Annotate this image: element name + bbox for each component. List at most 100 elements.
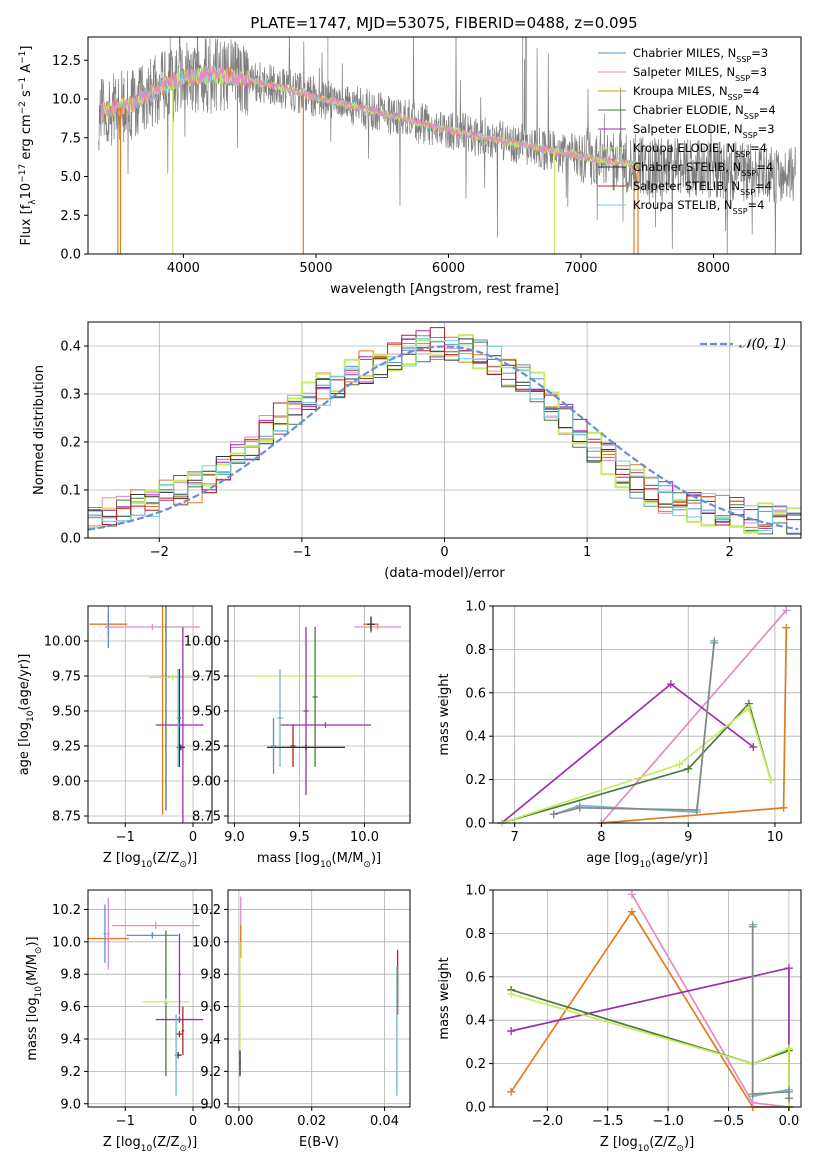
mass-vs-z-ytick-label: 10.2: [52, 903, 81, 918]
legend-entry-name: Chabrier MILES, N: [633, 46, 736, 60]
spectrum-plot-area: [98, 37, 796, 254]
mass-weight-marker: [779, 803, 788, 812]
mass-vs-z-ylabel-part: )]: [25, 936, 40, 946]
mass-weight-marker: [784, 964, 793, 973]
gaussian-curve: [88, 345, 799, 531]
legend-entry: Kroupa STELIB, NSSP=4: [633, 198, 764, 216]
spectrum-ylabel-part: λ: [28, 199, 38, 205]
mass-vs-z-frame: −1 0 9.0 9.2 9.4 9.6 9.8 10.0 10.2: [52, 889, 213, 1129]
massweight-vs-age-ytick-label: 1.0: [465, 600, 486, 615]
mass-weight-marker: [692, 805, 701, 814]
mass-vs-z-ytick-label: 9.8: [60, 968, 81, 983]
mass-vs-z-ylabel-part: ⊙: [34, 947, 44, 955]
massweight-vs-z-xtick-label: 0.0: [779, 1114, 800, 1129]
mass-vs-ebv-ytick-label: 9.6: [200, 1000, 221, 1015]
mass-weight-marker: [507, 1027, 516, 1036]
massweight-vs-z-xtick-label: −0.5: [713, 1114, 745, 1129]
mass-vs-z-ylabel: mass [log10(M/M⊙)]: [25, 936, 44, 1060]
massweight-vs-age-ylabel: mass weight: [437, 673, 452, 755]
spectrum-ylabel-part: −17: [18, 164, 28, 183]
spectrum-frame: 4000 5000 6000 7000 8000 0.0 2.5 5.0 7.5 10.0 12.5: [52, 36, 802, 276]
mass-vs-z-xlabel-part: Z [log: [103, 1135, 141, 1150]
massweight-vs-age-xlabel-part: (age/yr)]: [651, 851, 708, 866]
age-vs-z-ytick-label: 8.75: [52, 810, 81, 825]
mass-weight-marker: [782, 606, 791, 615]
age-vs-mass-ytick-label: 9.25: [192, 740, 221, 755]
residuals-xtick-label: 1: [583, 545, 591, 560]
mass-vs-ebv-axes: [228, 890, 410, 1107]
mass-vs-ebv-ytick-label: 9.0: [200, 1097, 221, 1112]
residuals-ytick-label: 0.2: [60, 436, 81, 451]
spectrum-ylabel-part: ]: [19, 46, 34, 51]
massweight-vs-z-plot-area: [507, 890, 793, 1111]
mass-vs-ebv-ytick-label: 10.2: [192, 903, 221, 918]
mass-weight-series: [553, 642, 716, 816]
mass-weight-marker: [748, 922, 757, 931]
mass-vs-z-ylabel-part: mass [log: [25, 997, 40, 1060]
spectrum-xlabel: wavelength [Angstrom, rest frame]: [330, 282, 559, 297]
legend-entry-sub: SSP: [735, 150, 750, 159]
age-vs-z-ylabel-part: 10: [26, 710, 36, 722]
residuals-xlabel-part: (data-model)/error: [384, 566, 505, 581]
residuals-xtick-label: −2: [150, 545, 169, 560]
residuals-ytick-label: 0.4: [60, 340, 81, 355]
residual-histogram-step: [88, 337, 801, 532]
mass-weight-marker: [549, 810, 558, 819]
massweight-vs-z-ytick-label: 0.6: [465, 970, 486, 985]
age-vs-mass-xlabel-part: (M/M: [332, 851, 364, 866]
spectrum-ytick-label: 2.5: [60, 209, 81, 224]
legend-entry: Chabrier STELIB, NSSP=4: [633, 160, 773, 178]
mass-vs-z-xlabel: Z [log10(Z/Z⊙)]: [103, 1135, 197, 1154]
age-vs-mass-xlabel-part: )]: [371, 851, 381, 866]
massweight-vs-z-ytick-label: 0.2: [465, 1057, 486, 1072]
age-vs-mass-border: [227, 605, 411, 824]
legend-entry-sub: SSP: [743, 131, 758, 140]
massweight-vs-z-ytick-label: 0.8: [465, 927, 486, 942]
age-vs-mass-xlabel-part: mass [log: [257, 851, 320, 866]
age-vs-mass-ytick-label: 9.75: [192, 670, 221, 685]
age-vs-mass-plot-area: [254, 615, 401, 795]
legend-entry-sub: SSP: [733, 207, 748, 216]
errorbar-point: [239, 1050, 241, 1077]
legend-entry-sub: SSP: [735, 74, 750, 83]
massweight-vs-age-xtick-label: 10: [767, 830, 784, 845]
legend-entry-suffix: =3: [751, 46, 768, 60]
legend-entry-sub: SSP: [744, 112, 759, 121]
massweight-vs-age-ytick-label: 0.2: [465, 773, 486, 788]
errorbar-point: [354, 624, 401, 630]
legend-entry-suffix: =4: [756, 160, 773, 174]
mass-weight-marker: [782, 623, 791, 632]
errorbar-point: [290, 725, 296, 767]
age-vs-z-xlabel: Z [log10(Z/Z⊙)]: [103, 851, 197, 870]
mass-weight-marker: [575, 803, 584, 812]
spectrum-ylabel-part: −2: [18, 101, 28, 114]
mass-weight-series: [510, 910, 789, 1108]
mass-weight-marker: [748, 1089, 757, 1098]
age-vs-mass-xlabel-part: ⊙: [363, 860, 371, 870]
mass-vs-z-ylabel-part: 10: [34, 986, 44, 998]
age-vs-mass-xtick-label: 9.0: [224, 830, 245, 845]
spectrum-ylabel-part: erg cm: [19, 114, 34, 163]
massweight-vs-age-xlabel-part: 10: [639, 860, 651, 870]
residuals-ylabel: Normed distribution: [32, 365, 47, 495]
age-vs-z-xtick-label: 0: [189, 830, 197, 845]
age-vs-z-frame: −1 0 8.75 9.00 9.25 9.50 9.75 10.00: [44, 605, 213, 845]
spectrum-xtick-label: 4000: [167, 261, 200, 276]
errorbar-point: [148, 674, 197, 681]
legend-entry-sub: SSP: [741, 169, 756, 178]
legend-entry: Chabrier ELODIE, NSSP=4: [633, 103, 776, 121]
spectrum-border: [87, 36, 802, 255]
residuals-frame: −2 −1 0 1 2 0.0 0.1 0.2 0.3 0.4: [60, 321, 802, 560]
age-vs-mass-frame: 9.0 9.5 10.0 8.75 9.00 9.25 9.50 9.75 10.00: [184, 605, 411, 845]
legend-entry: Salpeter MILES, NSSP=3: [633, 65, 767, 83]
mass-weight-series: [600, 609, 787, 824]
mass-vs-ebv-xtick-label: 0.04: [370, 1114, 399, 1129]
legend-entry-suffix: =3: [750, 65, 767, 79]
legend-entry-name: Kroupa STELIB, N: [633, 198, 733, 212]
legend-entry: Salpeter ELODIE, NSSP=3: [633, 122, 775, 140]
legend-entry-name: Salpeter STELIB, N: [633, 179, 740, 193]
age-vs-z-xlabel-part: (Z/Z: [152, 851, 179, 866]
mass-vs-z-ytick-label: 9.6: [60, 1000, 81, 1015]
massweight-vs-age-xtick-label: 7: [511, 830, 519, 845]
